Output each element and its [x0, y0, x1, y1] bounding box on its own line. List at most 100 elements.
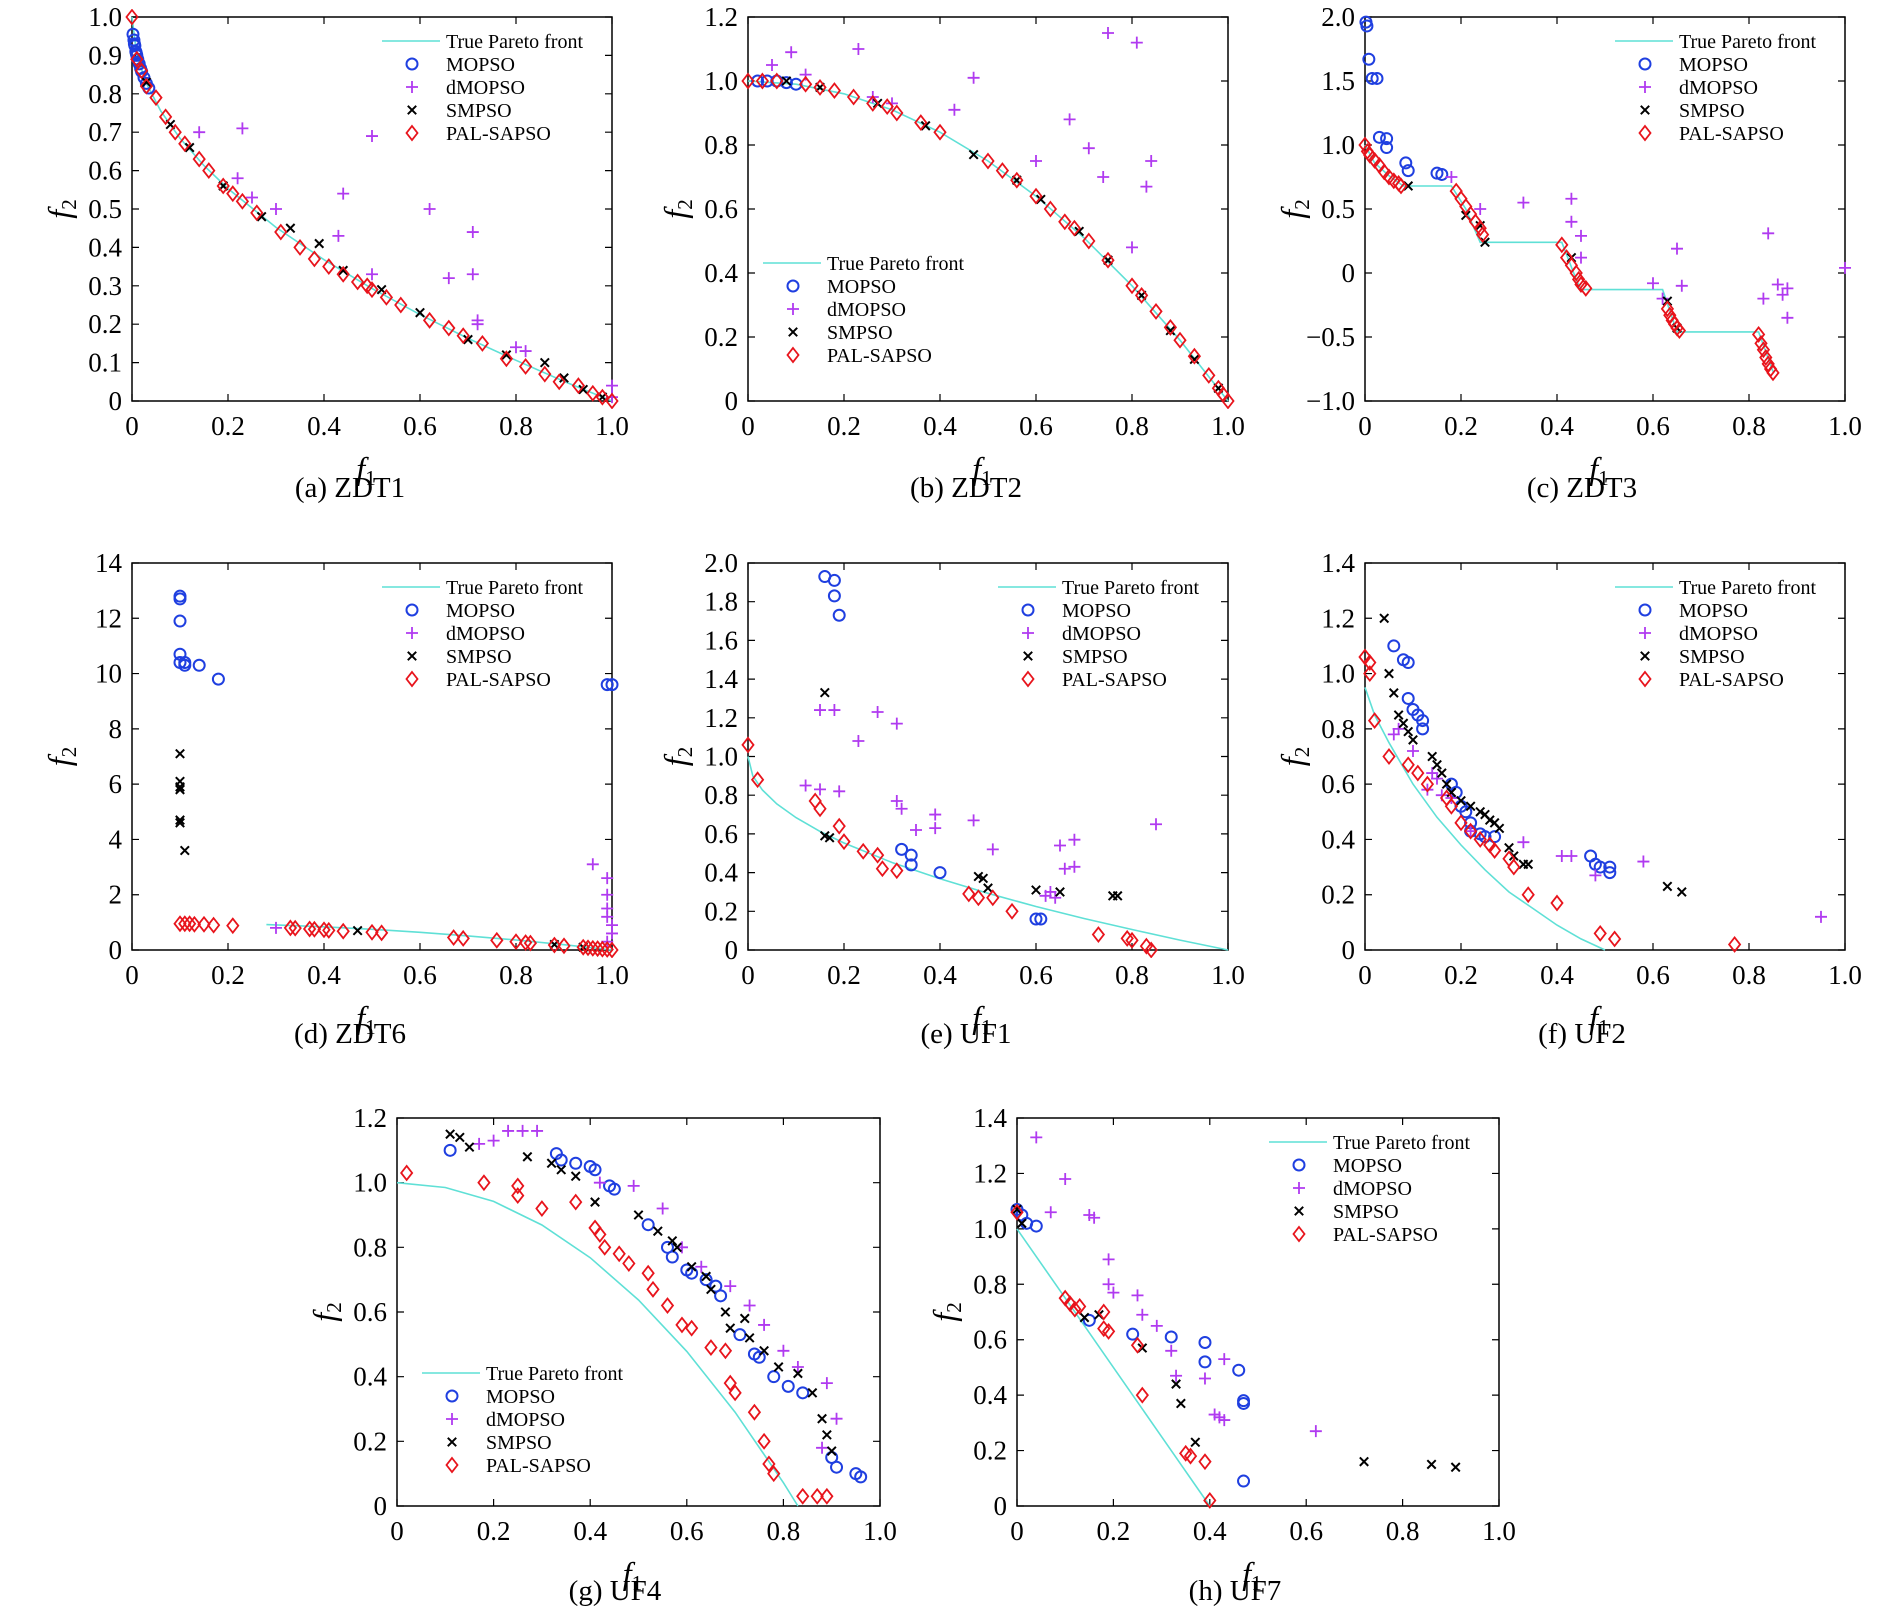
smpso-point	[686, 1261, 697, 1272]
smpso-point	[824, 832, 835, 843]
pal-sapso-point	[1473, 219, 1487, 237]
mopso-point	[588, 1163, 602, 1177]
dmopso-point	[601, 888, 614, 901]
dmopso-point	[531, 1124, 544, 1137]
pal-sapso-point	[202, 162, 216, 180]
mopso-point	[1603, 860, 1617, 874]
mopso-point	[665, 1250, 679, 1264]
mopso-point	[1416, 722, 1430, 736]
x-tick-label: 0.2	[827, 960, 861, 990]
true-pareto-front-line	[747, 756, 1229, 951]
y-tick-label: 0.2	[973, 1436, 1007, 1466]
pal-sapso-point	[820, 1487, 834, 1505]
mopso-point	[1401, 691, 1415, 705]
legend-label: True Pareto front	[827, 253, 964, 275]
pal-sapso-point	[741, 736, 755, 754]
y-tick-label: 1.5	[1321, 66, 1355, 96]
pal-sapso-point	[477, 1174, 491, 1192]
pal-sapso-point	[535, 1200, 549, 1217]
dmopso-point	[791, 1360, 804, 1373]
dmopso-point	[1565, 192, 1578, 205]
dmopso-point	[1671, 242, 1683, 255]
dmopso-point	[1102, 1278, 1115, 1291]
smpso-point	[1408, 735, 1418, 745]
pal-sapso-point	[1134, 286, 1149, 304]
pal-sapso-point	[1401, 756, 1415, 774]
dmopso-point	[828, 704, 841, 717]
legend-swatch	[786, 346, 800, 364]
smpso-point	[807, 1387, 818, 1398]
pal-sapso-point	[552, 373, 566, 391]
legend-swatch	[405, 603, 419, 617]
smpso-point	[1450, 1462, 1461, 1473]
mopso-point	[569, 1156, 583, 1170]
dmopso-point	[1421, 783, 1434, 796]
mopso-point	[1198, 1335, 1212, 1349]
x-tick-label: 0.2	[477, 1516, 511, 1546]
smpso-point	[1475, 806, 1486, 817]
y-tick-label: 1.0	[1321, 659, 1355, 689]
pal-sapso-point	[813, 800, 827, 818]
mopso-point	[129, 46, 143, 60]
dmopso-point	[833, 785, 846, 798]
x-tick-label: 0.8	[1732, 960, 1766, 990]
y-tick-label: 0.7	[88, 117, 122, 147]
smpso-point	[556, 1164, 567, 1175]
legend-swatch	[1023, 651, 1033, 661]
mopso-point	[1593, 860, 1607, 874]
dmopso-point	[627, 1179, 640, 1192]
pal-sapso-point	[646, 1280, 660, 1298]
mopso-point	[1126, 1327, 1140, 1341]
x-tick-label: 0.8	[1386, 1516, 1420, 1546]
pal-sapso-point	[986, 889, 1000, 907]
pal-sapso-point	[1135, 1386, 1149, 1404]
y-tick-label: 0.4	[704, 258, 738, 288]
mopso-point	[781, 1379, 795, 1393]
dmopso-point	[1068, 833, 1081, 846]
pal-sapso-point	[192, 150, 206, 168]
smpso-point	[539, 357, 550, 368]
y-tick-label: 0.4	[704, 858, 738, 888]
dmopso-point	[1102, 1253, 1115, 1266]
pal-sapso-point	[810, 1487, 824, 1505]
pal-sapso-point	[612, 1245, 626, 1263]
pal-sapso-point	[1766, 364, 1780, 382]
smpso-point	[968, 149, 979, 160]
y-tick-label: 0.6	[353, 1297, 387, 1327]
legend-label: MOPSO	[446, 54, 515, 76]
pal-sapso-point	[518, 357, 533, 375]
smpso-point	[978, 873, 989, 884]
dmopso-point	[1082, 142, 1095, 155]
dmopso-point	[1150, 1319, 1163, 1332]
pal-sapso-point	[197, 915, 211, 933]
pal-sapso-point	[1010, 171, 1024, 189]
subplot-3: 0 0.2 0.4 0.6 0.8 1.0−1.0−0.500.51.01.52.0f1f…	[1274, 2, 1862, 504]
pal-sapso-point	[307, 920, 322, 938]
mopso-point	[607, 1182, 621, 1196]
mopso-point	[796, 1386, 810, 1400]
pal-sapso-point	[422, 311, 437, 329]
dmopso-point	[601, 872, 614, 885]
pal-sapso-point	[741, 72, 755, 90]
legend-swatch	[1639, 81, 1651, 93]
subplot-2: 0 0.2 0.4 0.6 0.8 1.000.20.40.60.81.01.2f1f2(…	[657, 2, 1245, 504]
x-tick-label: 0.6	[670, 1516, 704, 1546]
mopso-point	[1380, 141, 1394, 155]
dmopso-point	[1097, 171, 1110, 183]
pal-sapso-point	[538, 365, 552, 383]
y-tick-label: 0.8	[88, 79, 122, 109]
legend-swatch	[1292, 1158, 1306, 1172]
pal-sapso-point	[1202, 366, 1216, 384]
dmopso-point	[816, 1441, 829, 1454]
legend-label: dMOPSO	[1679, 77, 1758, 99]
dmopso-point	[724, 1280, 737, 1293]
mopso-point	[767, 1370, 781, 1384]
pal-sapso-point	[1367, 712, 1382, 730]
y-tick-label: 0.6	[88, 156, 122, 186]
pal-sapso-point	[1187, 347, 1202, 365]
pal-sapso-point	[1058, 213, 1072, 231]
pal-sapso-point	[1660, 300, 1675, 318]
x-tick-label: 0	[390, 1516, 404, 1546]
y-tick-label: 1.8	[704, 587, 738, 617]
pal-sapso-point	[1550, 894, 1564, 912]
